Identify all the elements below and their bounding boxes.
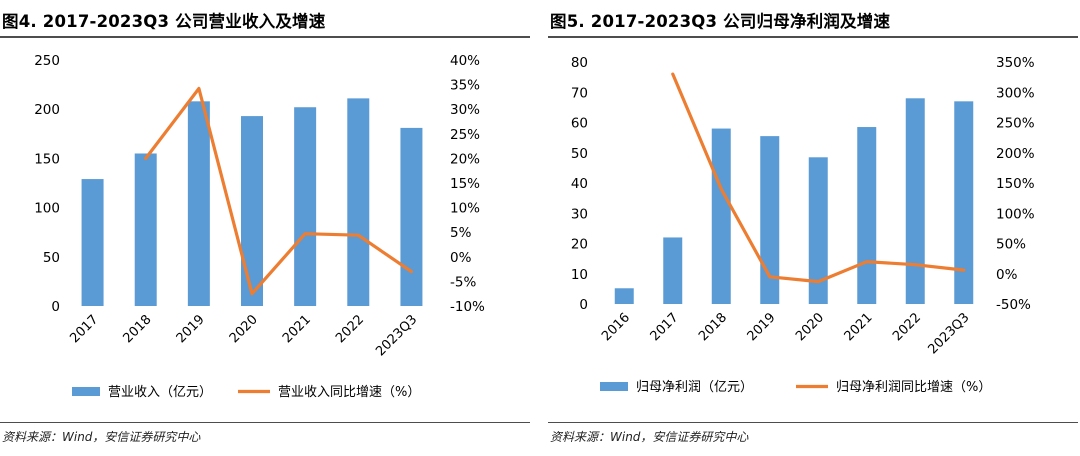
growth-line	[144, 86, 413, 296]
title-rule	[548, 36, 1078, 38]
bar	[134, 153, 157, 306]
right-axis-tick-label: 150%	[996, 176, 1035, 192]
left-axis-tick-label: 0	[579, 297, 588, 313]
left-axis-tick-label: 30	[571, 206, 588, 222]
category-label: 2022	[890, 310, 924, 344]
left-axis-tick-label: 60	[571, 116, 588, 132]
bar	[241, 116, 263, 306]
bar	[187, 101, 210, 306]
left-axis-tick-label: 250	[34, 53, 60, 69]
right-axis-tick-label: -5%	[450, 274, 476, 290]
growth-line	[671, 72, 966, 284]
title-rule	[0, 36, 530, 38]
chart-title: 图4. 2017-2023Q3 公司营业收入及增速	[2, 12, 326, 31]
category-label: 2019	[174, 312, 208, 346]
source-rule	[548, 422, 1078, 423]
right-axis-tick-label: 30%	[450, 102, 480, 118]
category-label: 2018	[696, 310, 730, 344]
category-label: 2023Q3	[925, 310, 972, 357]
revenue-chart: 0 50 100 150 200 250 -10% -5% 0% 5% 10% 15% 20% 25% 30…	[34, 53, 485, 400]
right-axis-tick-label: 5%	[450, 225, 472, 241]
category-label: 2020	[227, 312, 261, 346]
category-label: 2021	[280, 312, 314, 346]
left-axis-tick-label: 50	[43, 250, 60, 266]
right-axis-tick-label: 300%	[996, 85, 1035, 101]
right-axis-tick-label: 350%	[996, 55, 1035, 71]
right-axis-tick-label: 15%	[450, 176, 480, 192]
bar	[905, 98, 925, 304]
legend-line-label: 营业收入同比增速（%）	[278, 385, 420, 400]
right-axis-tick-label: 25%	[450, 127, 480, 143]
category-label: 2017	[648, 310, 682, 344]
left-axis-tick-label: 0	[51, 299, 60, 315]
right-axis-tick-label: 250%	[996, 116, 1035, 132]
bar	[294, 107, 317, 307]
right-axis-tick-label: 50%	[996, 237, 1026, 253]
bar	[711, 128, 731, 304]
source-note: 资料来源：Wind，安信证券研究中心	[550, 430, 749, 444]
source-note: 资料来源：Wind，安信证券研究中心	[2, 430, 201, 444]
legend-line-label: 归母净利润同比增速（%）	[836, 380, 991, 395]
category-label: 2021	[842, 310, 876, 344]
bar	[347, 98, 370, 306]
right-axis-tick-label: 100%	[996, 206, 1035, 222]
bar	[81, 179, 104, 306]
category-label: 2022	[333, 312, 367, 346]
chart-title: 图5. 2017-2023Q3 公司归母净利润及增速	[550, 12, 891, 31]
bar	[400, 127, 423, 307]
bar	[857, 127, 877, 304]
right-axis-tick-label: 40%	[450, 53, 480, 69]
left-axis-tick-label: 200	[34, 102, 60, 118]
right-axis-tick-label: 200%	[996, 146, 1035, 162]
left-axis-tick-label: 150	[34, 151, 60, 167]
chart-panel-net-profit: 图5. 2017-2023Q3 公司归母净利润及增速 0 10 20 30 40 50 60…	[548, 0, 1078, 456]
bar	[954, 101, 974, 304]
category-label: 2023Q3	[373, 312, 420, 359]
source-rule	[0, 422, 530, 423]
chart-panel-revenue: 图4. 2017-2023Q3 公司营业收入及增速 0 50 100 150 200 25…	[0, 0, 530, 456]
left-axis-tick-label: 70	[571, 85, 588, 101]
left-axis-tick-label: 20	[571, 237, 588, 253]
net-profit-chart: 0 10 20 30 40 50 60 70 80 -50% 0% 50% 100% 150% 200% 25…	[571, 55, 1035, 395]
category-label: 2019	[745, 310, 779, 344]
left-axis-tick-label: 80	[571, 55, 588, 71]
legend-bar-swatch	[600, 382, 628, 391]
right-axis-tick-label: 0%	[996, 267, 1018, 283]
left-axis-tick-label: 10	[571, 267, 588, 283]
right-axis-tick-label: 20%	[450, 151, 480, 167]
legend-bar-swatch	[72, 387, 100, 396]
right-axis-tick-label: 35%	[450, 78, 480, 94]
category-label: 2020	[793, 310, 827, 344]
category-label: 2016	[599, 310, 633, 344]
right-axis-tick-label: 0%	[450, 250, 472, 266]
legend-bar-label: 归母净利润（亿元）	[636, 380, 753, 395]
right-axis-tick-label: -10%	[450, 299, 485, 315]
left-axis-tick-label: 100	[34, 201, 60, 217]
right-axis-tick-label: -50%	[996, 297, 1031, 313]
bar	[760, 136, 780, 304]
bar	[614, 288, 634, 304]
bar	[663, 237, 683, 304]
left-axis-tick-label: 50	[571, 146, 588, 162]
legend-bar-label: 营业收入（亿元）	[108, 385, 212, 400]
right-axis-tick-label: 10%	[450, 201, 480, 217]
bar	[808, 157, 828, 304]
category-label: 2018	[121, 312, 155, 346]
left-axis-tick-label: 40	[571, 176, 588, 192]
category-label: 2017	[67, 312, 101, 346]
